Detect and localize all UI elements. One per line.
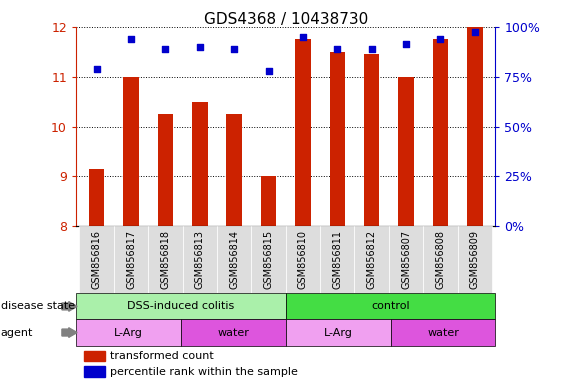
Bar xyxy=(295,39,311,226)
Bar xyxy=(158,114,173,226)
Text: GSM856812: GSM856812 xyxy=(367,230,377,289)
Text: control: control xyxy=(371,301,410,311)
Bar xyxy=(364,54,379,226)
Text: transformed count: transformed count xyxy=(110,351,213,361)
Bar xyxy=(251,226,286,293)
Text: GSM856808: GSM856808 xyxy=(435,230,445,288)
Point xyxy=(436,36,445,42)
Bar xyxy=(286,293,495,319)
Text: L-Arg: L-Arg xyxy=(114,328,143,338)
Bar xyxy=(181,319,286,346)
Bar xyxy=(398,77,414,226)
Text: GSM856813: GSM856813 xyxy=(195,230,205,288)
Bar xyxy=(123,77,138,226)
Point xyxy=(127,36,136,42)
Point xyxy=(230,46,239,52)
Text: GSM856818: GSM856818 xyxy=(160,230,171,288)
Bar xyxy=(76,293,286,319)
Bar xyxy=(467,27,482,226)
Bar xyxy=(217,226,251,293)
Point xyxy=(367,46,376,52)
Point xyxy=(195,44,204,50)
Bar xyxy=(148,226,182,293)
Text: GSM856810: GSM856810 xyxy=(298,230,308,288)
Point xyxy=(161,46,170,52)
Bar xyxy=(286,226,320,293)
Text: GSM856817: GSM856817 xyxy=(126,230,136,289)
Bar xyxy=(423,226,458,293)
Bar xyxy=(84,351,105,361)
Text: GSM856807: GSM856807 xyxy=(401,230,411,289)
Bar xyxy=(389,226,423,293)
Bar xyxy=(458,226,492,293)
Bar xyxy=(76,319,181,346)
Text: DSS-induced colitis: DSS-induced colitis xyxy=(127,301,234,311)
Text: L-Arg: L-Arg xyxy=(324,328,352,338)
Bar xyxy=(182,226,217,293)
Bar xyxy=(261,176,276,226)
Bar xyxy=(391,319,495,346)
Point xyxy=(470,29,479,35)
Text: water: water xyxy=(217,328,249,338)
Text: GSM856814: GSM856814 xyxy=(229,230,239,288)
Bar xyxy=(433,39,448,226)
Text: GSM856815: GSM856815 xyxy=(263,230,274,289)
Text: disease state: disease state xyxy=(1,301,75,311)
Point xyxy=(92,66,101,72)
Text: GDS4368 / 10438730: GDS4368 / 10438730 xyxy=(204,12,368,26)
Bar xyxy=(79,226,114,293)
Bar xyxy=(114,226,148,293)
Bar xyxy=(320,226,355,293)
Bar xyxy=(329,52,345,226)
Bar xyxy=(84,366,105,377)
Bar xyxy=(286,319,391,346)
Point xyxy=(264,68,273,74)
Text: GSM856809: GSM856809 xyxy=(470,230,480,288)
Bar xyxy=(192,102,208,226)
Point xyxy=(298,34,307,40)
Text: GSM856811: GSM856811 xyxy=(332,230,342,288)
Text: agent: agent xyxy=(1,328,33,338)
Point xyxy=(333,46,342,52)
Point xyxy=(401,41,410,47)
Text: GSM856816: GSM856816 xyxy=(92,230,102,288)
Bar xyxy=(226,114,242,226)
Text: water: water xyxy=(427,328,459,338)
Bar xyxy=(355,226,389,293)
Text: percentile rank within the sample: percentile rank within the sample xyxy=(110,366,297,377)
Bar xyxy=(89,169,104,226)
